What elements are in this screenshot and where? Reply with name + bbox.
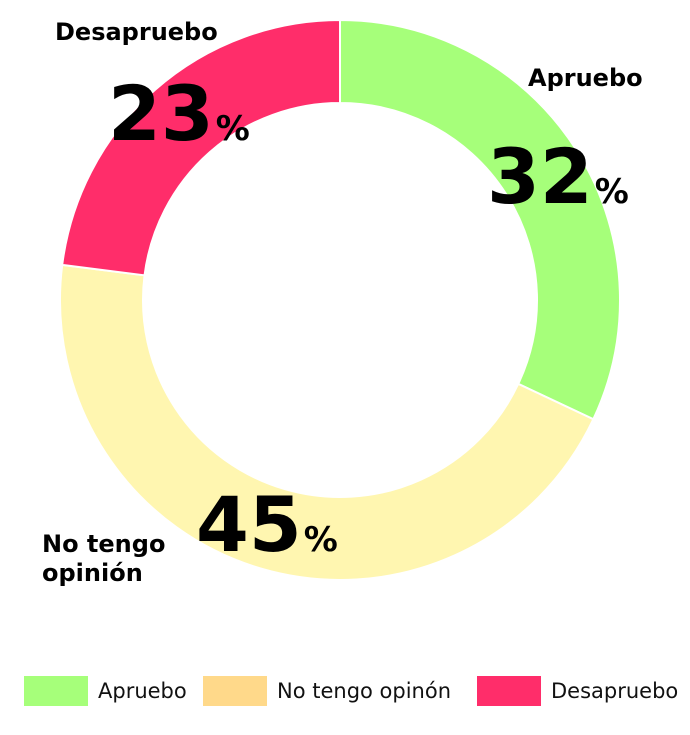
legend-swatch-apruebo	[24, 676, 88, 706]
legend-item-no-opinion: No tengo opinón	[203, 673, 451, 709]
slice-label-apruebo: Apruebo	[528, 64, 643, 92]
donut-slice-apruebo	[339, 18, 621, 421]
donut-chart: Apruebo 32% Desapruebo 23% No tengo opin…	[42, 18, 643, 587]
slice-value-no-opinion: 45%	[196, 480, 338, 569]
legend-swatch-desapruebo	[477, 676, 541, 706]
legend-item-desapruebo: Desapruebo	[477, 673, 678, 709]
legend-item-apruebo: Apruebo	[24, 673, 187, 709]
chart-legend: Apruebo No tengo opinón Desapruebo	[0, 673, 690, 709]
legend-label-no-opinion: No tengo opinón	[277, 679, 452, 703]
slice-label-no-opinion-line1: No tengo	[42, 530, 165, 558]
slice-value-apruebo: 32%	[487, 132, 629, 221]
donut-slice-no-tengo-opinón	[59, 263, 595, 581]
slice-label-desapruebo: Desapruebo	[55, 18, 218, 46]
legend-swatch-no-opinion	[203, 676, 267, 706]
slice-label-no-opinion-line2: opinión	[42, 559, 143, 587]
slice-value-desapruebo: 23%	[108, 69, 250, 158]
legend-label-desapruebo: Desapruebo	[551, 679, 679, 703]
legend-label-apruebo: Apruebo	[98, 679, 187, 703]
donut-slice-desapruebo	[61, 18, 341, 277]
